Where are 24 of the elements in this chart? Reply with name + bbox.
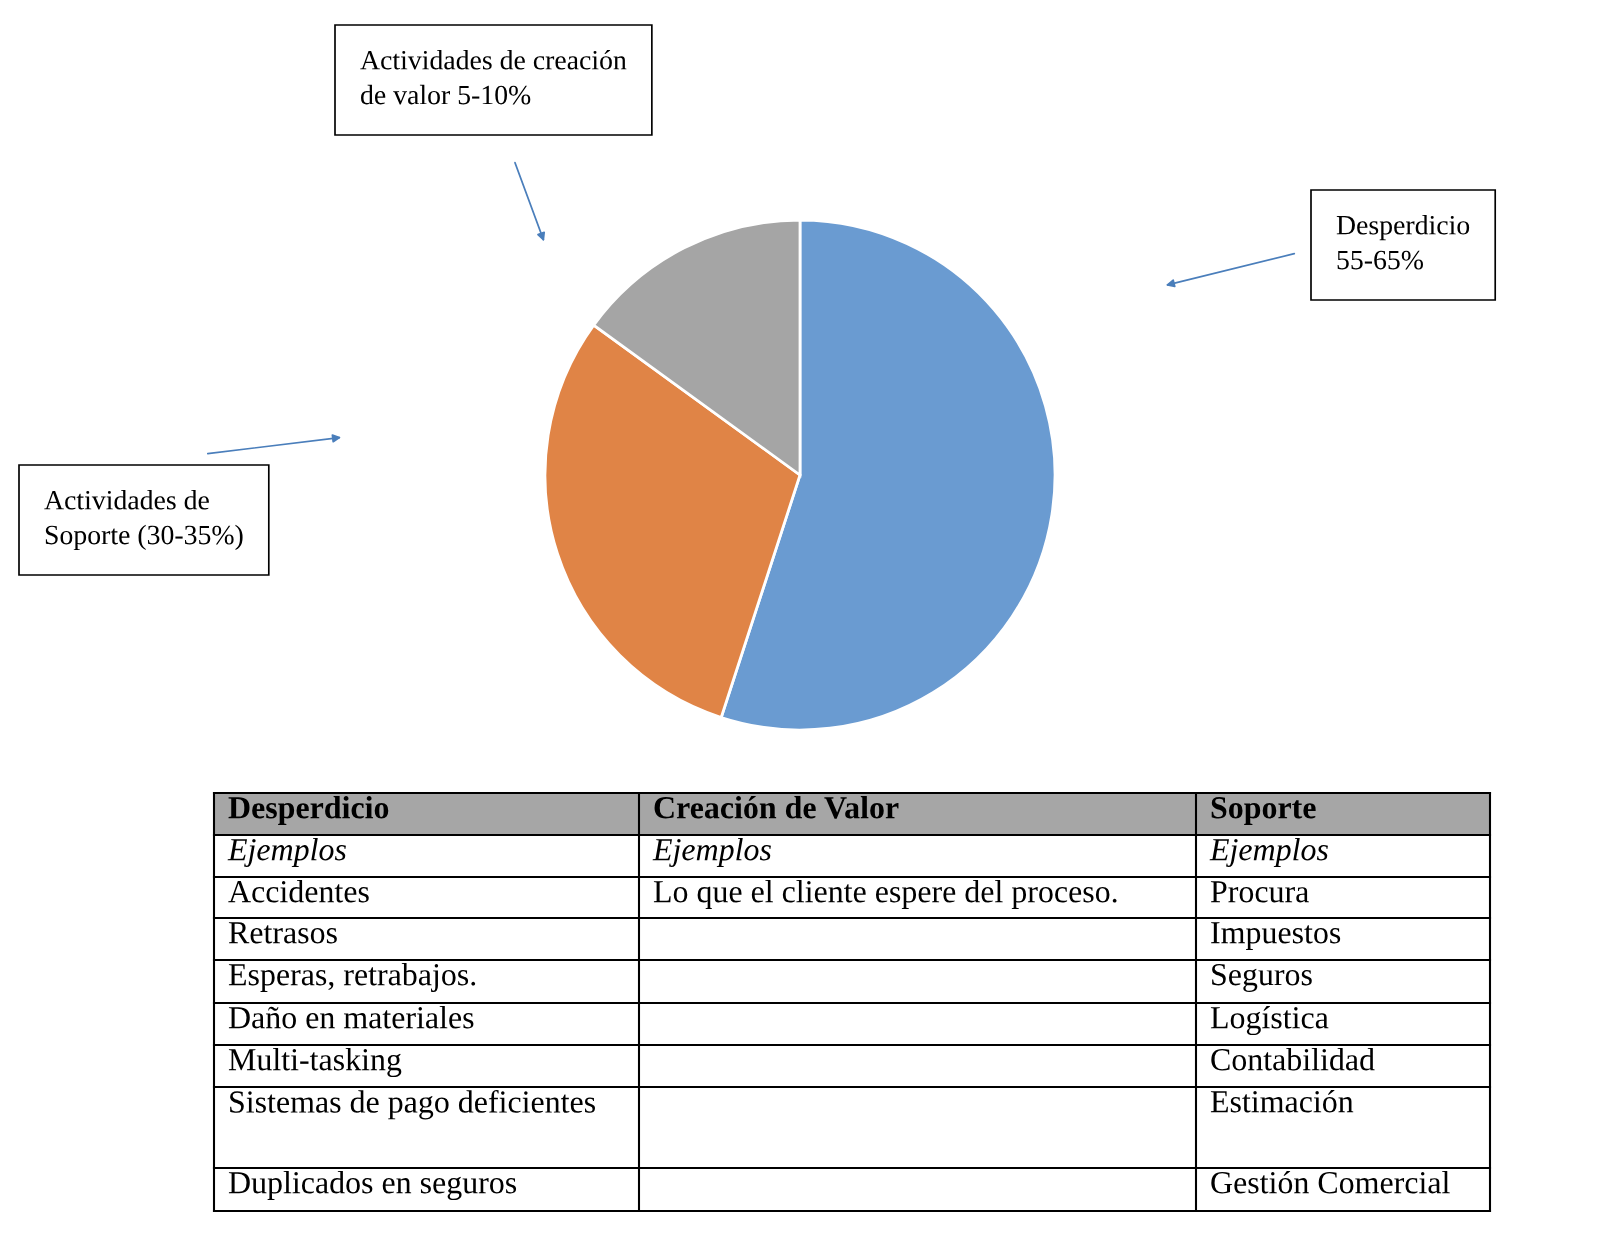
text: Seguros bbox=[1212, 963, 1312, 992]
text: Duplicados en seguros bbox=[228, 1171, 517, 1201]
text: Desperdicio bbox=[228, 796, 389, 825]
text: Gestión Comercial bbox=[1211, 1170, 1450, 1194]
text: Sistemas de pago deficientes bbox=[230, 1090, 595, 1120]
text: Desperdicio 55-65% bbox=[1336, 215, 1470, 270]
text: Retrasos bbox=[228, 922, 337, 944]
text: Procura bbox=[1210, 881, 1309, 903]
text: Multi-tasking bbox=[228, 1048, 402, 1078]
text: Esperas, retrabajos. bbox=[228, 963, 476, 992]
text: Soporte bbox=[1211, 797, 1316, 825]
text: Daño en materiales bbox=[228, 1006, 474, 1029]
text: Lo que el cliente espere del proceso. bbox=[653, 880, 1117, 909]
text: Actividades de creación de valor 5-10% bbox=[360, 49, 627, 105]
text: Contabilidad bbox=[1211, 1048, 1375, 1071]
text: Logística bbox=[1210, 1006, 1329, 1036]
text: Creación de Valor bbox=[654, 795, 899, 819]
text: Accidentes bbox=[228, 880, 369, 903]
text: Ejemplos bbox=[652, 838, 771, 867]
text: Ejemplos bbox=[1209, 838, 1328, 867]
text: Actividades de Soporte (30-35%) bbox=[44, 490, 243, 551]
text: Ejemplos bbox=[227, 838, 346, 867]
text: Impuestos bbox=[1211, 922, 1341, 950]
text: Estimación bbox=[1210, 1089, 1354, 1113]
